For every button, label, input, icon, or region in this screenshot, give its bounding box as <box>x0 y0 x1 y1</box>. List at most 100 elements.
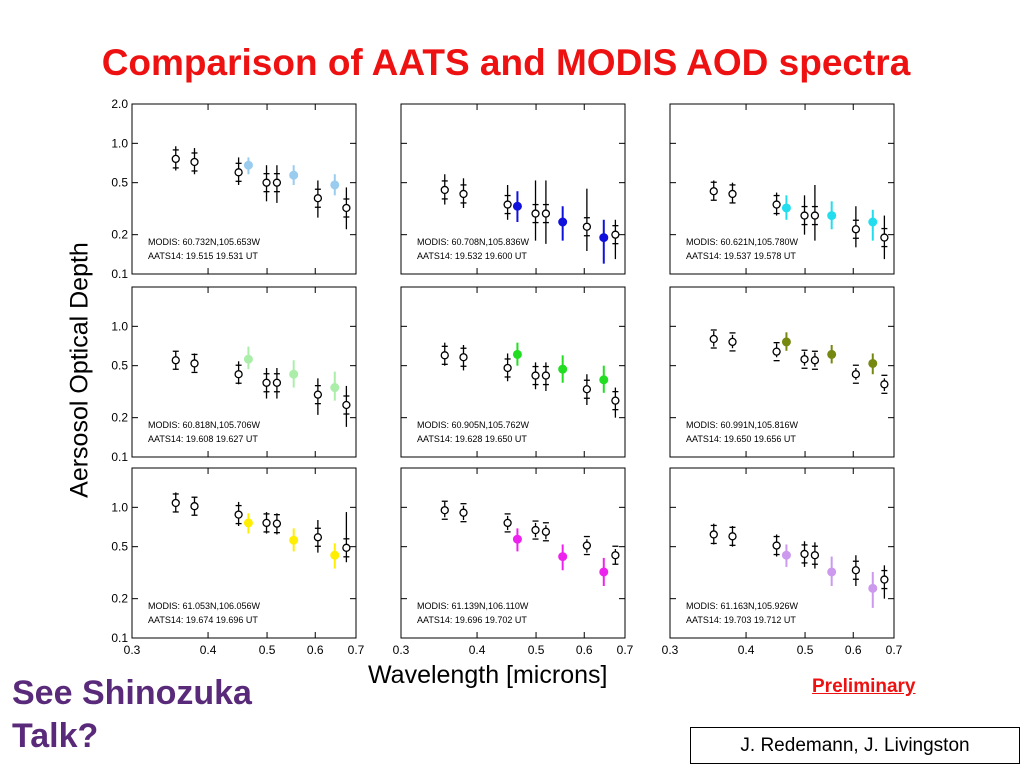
y-tick-label: 0.5 <box>111 176 128 190</box>
modis-point <box>599 375 609 385</box>
panel-frame <box>131 467 357 639</box>
panel-7: 0.1 0.2 0.5 1.0 0.3 0.4 0.5 0.6 0.7 MODIS: 61.053… <box>111 467 365 657</box>
panel-8: 0.3 0.4 0.5 0.6 0.7 MODIS: 61.139N,106.110W AA… <box>393 467 634 657</box>
aats-point <box>459 353 468 362</box>
modis-point <box>781 337 791 347</box>
aats-point <box>272 519 282 528</box>
aats-point <box>342 203 351 213</box>
x-tick-label: 0.4 <box>200 643 217 657</box>
slide-title: Comparison of AATS and MODIS AOD spectra <box>101 42 911 83</box>
y-tick-label: 0.2 <box>111 592 128 606</box>
x-tick-label: 0.3 <box>662 643 679 657</box>
panel-frame <box>669 286 895 458</box>
modis-point <box>868 217 878 227</box>
modis-point <box>330 550 340 560</box>
aats-point <box>234 510 243 519</box>
aats-point <box>440 506 449 515</box>
aats-point <box>342 543 351 552</box>
aats-point <box>190 359 199 368</box>
aats-point <box>531 209 540 218</box>
aats-point <box>800 549 809 559</box>
aats-point <box>459 189 468 199</box>
aats-point <box>611 396 620 405</box>
aats-point <box>810 211 820 220</box>
aats-point <box>810 356 820 365</box>
panel-3: MODIS: 60.621N,105.780W AATS14: 19.537 19… <box>669 103 895 275</box>
aats-label: AATS14: 19.703 19.712 UT <box>686 615 796 625</box>
aats-point <box>800 211 809 220</box>
x-tick-label: 0.5 <box>259 643 276 657</box>
aats-point <box>313 390 323 399</box>
panel-4: 0.1 0.2 0.5 1.0 MODIS: 60.818N,105.706W AATS1… <box>111 286 357 464</box>
aats-point <box>262 178 271 187</box>
x-tick-label: 0.5 <box>797 643 814 657</box>
panel-frame <box>400 103 626 275</box>
modis-point <box>781 203 791 213</box>
aats-point <box>851 370 861 379</box>
aats-point <box>772 347 781 356</box>
aats-point <box>190 502 199 511</box>
aats-point <box>772 200 781 209</box>
y-tick-label: 0.5 <box>111 540 128 554</box>
modis-point <box>330 180 340 190</box>
modis-point <box>243 354 253 364</box>
modis-label: MODIS: 60.621N,105.780W <box>686 237 799 247</box>
panel-frame <box>669 467 895 639</box>
modis-point <box>599 233 609 243</box>
panel-frame <box>400 286 626 458</box>
panel-frame <box>131 286 357 458</box>
x-tick-label: 0.4 <box>738 643 755 657</box>
modis-point <box>827 567 837 577</box>
aats-point <box>531 525 540 535</box>
aats-point <box>728 189 737 199</box>
y-tick-label: 0.1 <box>111 450 128 464</box>
aats-point <box>272 178 282 187</box>
aats-point <box>503 518 512 528</box>
aats-point <box>171 356 180 365</box>
aats-point <box>171 154 180 164</box>
aats-point <box>313 194 323 203</box>
aats-point <box>531 371 540 380</box>
x-tick-label: 0.3 <box>393 643 410 657</box>
modis-point <box>599 567 609 577</box>
y-tick-label: 0.5 <box>111 359 128 373</box>
modis-point <box>827 349 837 359</box>
panel-1: 0.1 0.2 0.5 1.0 2.0 MODIS: 60.732N,105.653W AA… <box>111 97 357 281</box>
aats-point <box>503 200 512 209</box>
modis-point <box>558 552 568 562</box>
modis-point <box>243 518 253 528</box>
author-credit: J. Redemann, J. Livingston <box>690 727 1020 764</box>
aats-point <box>459 508 468 517</box>
y-tick-label: 1.0 <box>111 500 128 514</box>
x-tick-label: 0.7 <box>617 643 634 657</box>
x-tick-label: 0.6 <box>307 643 324 657</box>
modis-point <box>512 534 522 544</box>
y-tick-label: 2.0 <box>111 97 128 111</box>
panel-frame <box>669 103 895 275</box>
panel-2: MODIS: 60.708N,105.836W AATS14: 19.532 19… <box>400 103 626 275</box>
x-tick-label: 0.3 <box>124 643 141 657</box>
aats-point <box>541 209 551 218</box>
aats-point <box>880 233 889 242</box>
aats-point <box>810 551 820 560</box>
modis-point <box>289 170 299 180</box>
aats-point <box>171 498 180 508</box>
aats-point <box>541 527 551 536</box>
x-tick-label: 0.5 <box>528 643 545 657</box>
aats-label: AATS14: 19.696 19.702 UT <box>417 615 527 625</box>
modis-point <box>243 160 253 170</box>
aats-point <box>234 370 243 379</box>
aats-label: AATS14: 19.650 19.656 UT <box>686 434 796 444</box>
aats-point <box>800 355 809 364</box>
panel-frame <box>400 467 626 639</box>
modis-label: MODIS: 61.139N,106.110W <box>417 601 529 611</box>
aats-label: AATS14: 19.608 19.627 UT <box>148 434 258 444</box>
aats-point <box>582 541 592 550</box>
aats-point <box>541 371 551 380</box>
aats-point <box>709 334 718 344</box>
modis-point <box>868 358 878 368</box>
side-note: See Shinozuka Talk? <box>12 674 252 755</box>
aats-point <box>262 378 271 387</box>
aats-point <box>342 400 351 410</box>
